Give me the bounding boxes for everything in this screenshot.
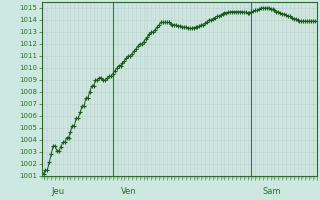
Text: Sam: Sam [263,187,281,196]
Text: Ven: Ven [121,187,136,196]
Text: Jeu: Jeu [51,187,64,196]
